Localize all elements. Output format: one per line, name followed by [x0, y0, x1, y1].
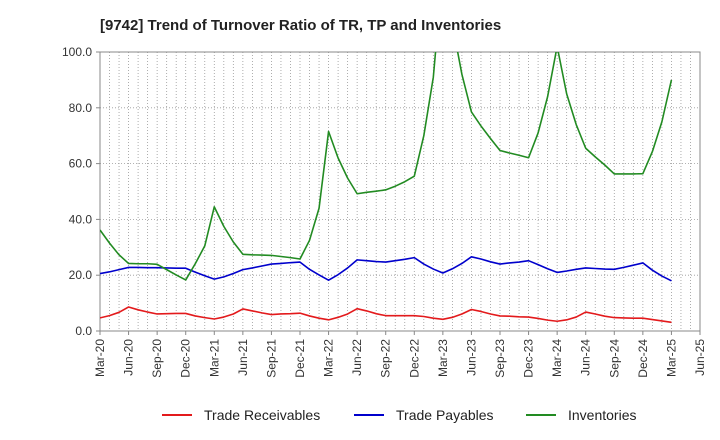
legend: Trade Receivables Trade Payables Inventori… — [162, 407, 636, 423]
x-tick-label: Dec-23 — [522, 339, 536, 378]
series-line-inventories — [100, 52, 673, 281]
x-tick-label: Mar-20 — [93, 339, 107, 377]
x-tick-label: Mar-21 — [207, 339, 221, 377]
plot-frame — [99, 51, 701, 332]
x-tick-label: Dec-20 — [179, 339, 193, 378]
x-tick-label: Dec-22 — [407, 339, 421, 378]
series-line-trade-receivables — [100, 306, 672, 324]
y-tick-label: 100.0 — [62, 45, 92, 59]
x-tick-label: Sep-21 — [264, 339, 278, 378]
x-tick-label: Jun-22 — [350, 339, 364, 376]
legend-label: Inventories — [568, 407, 636, 423]
chart-title: [9742] Trend of Turnover Ratio of TR, TP… — [100, 17, 501, 34]
x-tick-label: Jun-21 — [236, 339, 250, 376]
series-lines — [100, 52, 673, 324]
x-tick-label: Jun-23 — [464, 339, 478, 376]
y-tick-label: 20.0 — [69, 268, 93, 282]
y-tick-label: 0.0 — [75, 324, 92, 338]
y-tick-label: 80.0 — [69, 101, 93, 115]
x-tick-label: Mar-22 — [322, 339, 336, 377]
series-line-trade-payables — [100, 255, 672, 282]
legend-label: Trade Payables — [396, 407, 494, 423]
x-tick-label: Jun-24 — [579, 339, 593, 376]
x-tick-label: Dec-24 — [636, 339, 650, 378]
x-tick-label: Mar-23 — [436, 339, 450, 377]
x-tick-label: Jun-20 — [122, 339, 136, 376]
grid — [99, 51, 701, 332]
x-tick-label: Mar-25 — [664, 339, 678, 377]
x-tick-label: Sep-22 — [379, 339, 393, 378]
axes: 0.0 20.0 40.0 60.0 80.0 100.0 Mar-20 Jun-20 Sep-… — [62, 45, 707, 378]
x-tick-label: Sep-23 — [493, 339, 507, 378]
x-tick-label: Dec-21 — [293, 339, 307, 378]
x-tick-label: Mar-24 — [550, 339, 564, 377]
x-tick-label: Sep-24 — [607, 339, 621, 378]
y-tick-label: 60.0 — [69, 157, 93, 171]
x-tick-label: Sep-20 — [150, 339, 164, 378]
y-tick-label: 40.0 — [69, 212, 93, 226]
legend-label: Trade Receivables — [204, 407, 320, 423]
x-tick-label: Jun-25 — [693, 339, 707, 376]
